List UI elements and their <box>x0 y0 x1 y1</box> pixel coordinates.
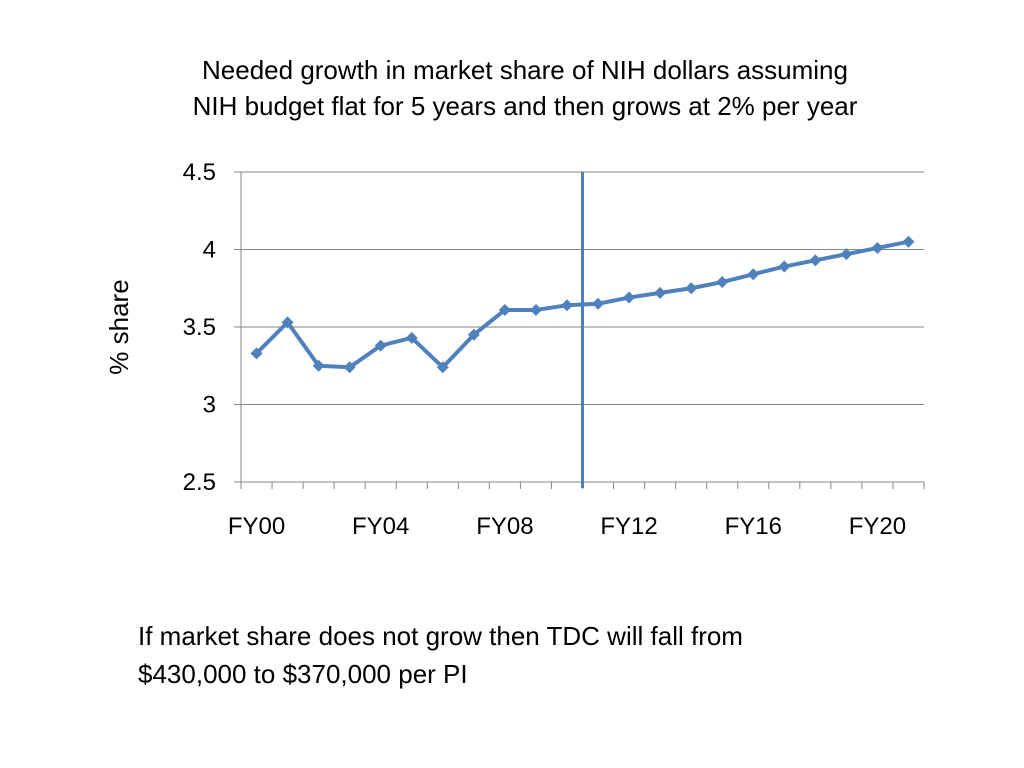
y-tick-label: 4 <box>203 237 216 264</box>
data-point <box>840 248 853 261</box>
data-point <box>436 361 449 374</box>
chart-title-line-1: Needed growth in market share of NIH dol… <box>202 55 848 85</box>
x-tick-label: FY00 <box>228 513 285 540</box>
data-point <box>592 297 605 310</box>
data-point <box>467 328 480 341</box>
data-point <box>529 303 542 316</box>
x-tick-label: FY04 <box>352 513 409 540</box>
data-point <box>281 316 294 329</box>
chart-axes <box>234 171 925 489</box>
data-point <box>809 254 822 267</box>
x-axis-tick-labels: FY00 FY04 FY08 FY12 FY16 FY20 <box>228 513 906 540</box>
data-point <box>498 303 511 316</box>
series-line <box>250 235 915 374</box>
x-tick-label: FY16 <box>725 513 782 540</box>
data-point <box>405 331 418 344</box>
x-tick-label: FY20 <box>849 513 906 540</box>
footnote-line-1: If market share does not grow then TDC w… <box>138 621 743 651</box>
data-point <box>871 241 884 254</box>
data-point <box>654 286 667 299</box>
footnote: If market share does not grow then TDC w… <box>138 617 938 693</box>
data-point <box>374 339 387 352</box>
y-axis-title: % share <box>104 279 134 374</box>
data-point <box>902 235 915 248</box>
y-axis-tick-labels: 2.5 3 3.5 4 4.5 <box>183 159 216 496</box>
data-point <box>343 361 356 374</box>
x-tick-label: FY12 <box>600 513 657 540</box>
y-tick-label: 3 <box>203 392 216 419</box>
data-point <box>560 299 573 312</box>
footnote-line-2: $430,000 to $370,000 per PI <box>138 659 468 689</box>
chart-title-line-2: NIH budget flat for 5 years and then gro… <box>192 91 858 121</box>
y-tick-label: 2.5 <box>183 469 216 496</box>
data-point <box>747 268 760 281</box>
y-tick-label: 4.5 <box>183 159 216 186</box>
y-tick-label: 3.5 <box>183 314 216 341</box>
data-point <box>685 282 698 295</box>
data-point <box>623 291 636 304</box>
chart-title: Needed growth in market share of NIH dol… <box>100 52 950 124</box>
x-tick-label: FY08 <box>476 513 533 540</box>
series-polyline <box>254 239 911 370</box>
data-point <box>716 276 729 289</box>
data-point <box>250 347 263 360</box>
data-point <box>312 359 325 372</box>
data-point <box>778 260 791 273</box>
